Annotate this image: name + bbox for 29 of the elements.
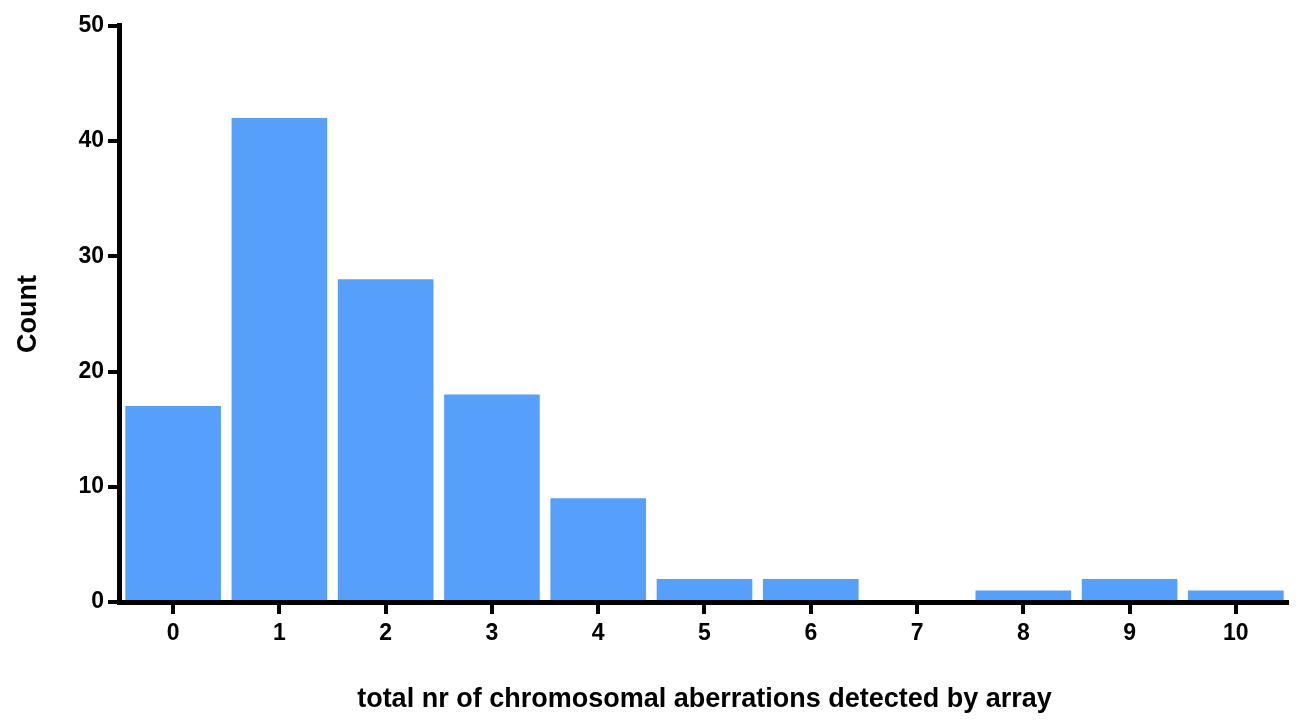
x-tick-label: 10: [1223, 619, 1249, 646]
bar: [1188, 590, 1284, 600]
y-tick-label: 10: [78, 472, 104, 499]
bar: [550, 498, 647, 600]
y-tick-label: 30: [78, 241, 104, 268]
x-axis-title: total nr of chromosomal aberrations detected by array: [357, 683, 1052, 714]
bar: [975, 590, 1072, 600]
x-tick-label: 2: [379, 619, 393, 646]
bar: [337, 279, 434, 600]
bar: [762, 578, 859, 600]
y-tick-label: 20: [78, 356, 104, 383]
y-tick-label: 0: [91, 587, 104, 614]
bar: [444, 394, 540, 600]
x-tick-label: 1: [273, 619, 286, 646]
x-tick-label: 6: [804, 619, 818, 646]
y-axis-title: Count: [11, 274, 42, 353]
y-tick-label: 40: [78, 126, 104, 153]
x-tick-label: 5: [698, 619, 712, 646]
x-tick-label: 8: [1016, 619, 1030, 646]
bar: [656, 578, 753, 600]
x-tick-label: 3: [485, 619, 499, 646]
x-tick-label: 7: [910, 619, 924, 646]
bar: [231, 117, 328, 600]
x-tick-label: 0: [166, 619, 180, 646]
x-tick-label: 9: [1123, 619, 1136, 646]
bar: [1081, 578, 1178, 600]
y-tick-label: 50: [78, 11, 104, 38]
bar: [125, 406, 221, 600]
x-tick-label: 4: [591, 619, 605, 646]
